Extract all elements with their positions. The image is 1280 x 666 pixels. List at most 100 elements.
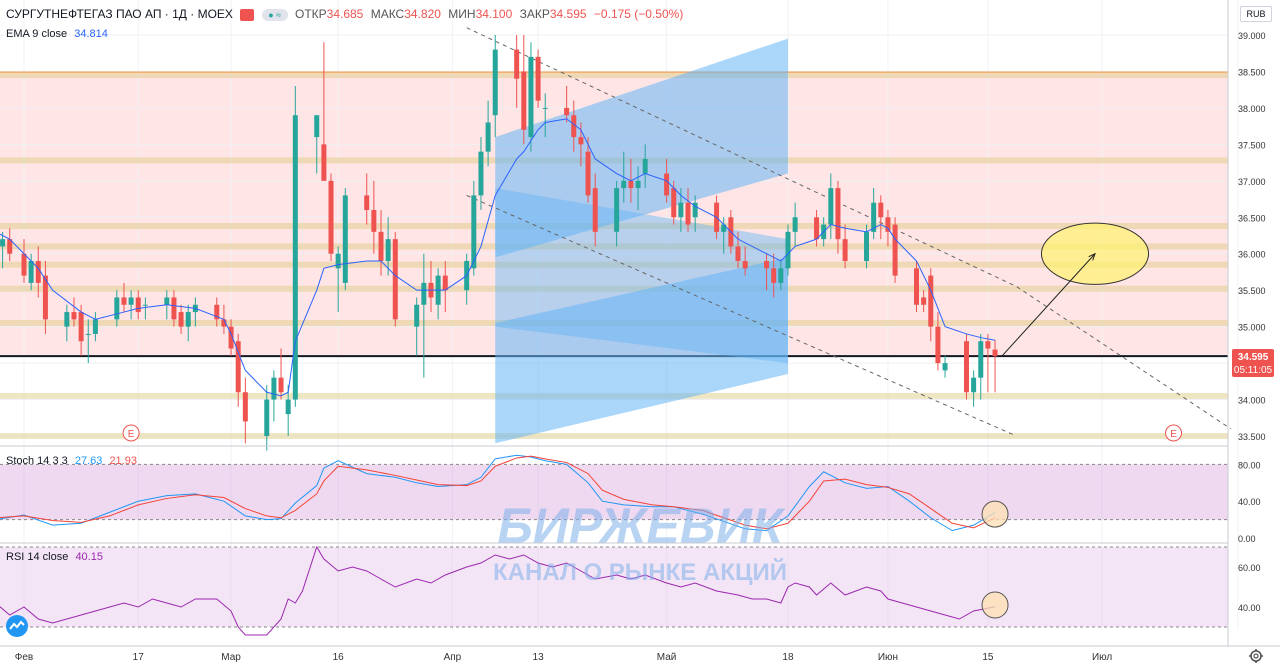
trend-line-upper xyxy=(466,27,1231,430)
candle-body xyxy=(521,71,527,130)
rsi-highlight-circle xyxy=(981,591,1009,619)
candle-body xyxy=(942,363,948,371)
candle xyxy=(814,209,820,247)
candle-body xyxy=(185,312,191,327)
price-tick-label: 38.500 xyxy=(1238,67,1266,77)
candle-body xyxy=(492,49,498,116)
candle xyxy=(121,282,127,313)
candle-body xyxy=(321,144,327,181)
rsi-band xyxy=(0,547,1228,627)
candle xyxy=(871,188,877,240)
gear-icon[interactable] xyxy=(1249,649,1263,663)
last-price-value: 34.595 xyxy=(1238,352,1269,363)
candle xyxy=(235,333,241,407)
rsi-legend-label: RSI 14 close xyxy=(6,551,69,563)
stoch-line-k xyxy=(0,454,996,532)
candle xyxy=(414,297,420,356)
support-resistance-level xyxy=(0,433,1228,439)
candle xyxy=(242,377,248,444)
candle xyxy=(978,333,984,400)
candle-body xyxy=(614,188,620,232)
high-label: МАКС xyxy=(370,7,405,21)
projection-arrow xyxy=(1001,253,1096,357)
candle xyxy=(963,333,969,400)
stoch-highlight-circle xyxy=(981,500,1009,528)
candle-body xyxy=(835,188,841,240)
candle xyxy=(764,253,770,291)
channel-shape-lower xyxy=(495,257,788,444)
stoch-tick-label: 80.00 xyxy=(1238,460,1261,470)
candle-body xyxy=(778,268,784,283)
price-tick-label: 38.000 xyxy=(1238,104,1266,114)
candle-body xyxy=(314,115,320,138)
candle-body xyxy=(292,115,298,400)
candle-body xyxy=(792,217,798,232)
candle-body xyxy=(878,202,884,218)
candle-body xyxy=(985,341,991,349)
tradingview-logo-icon[interactable] xyxy=(6,615,28,637)
candle-body xyxy=(0,239,6,247)
candle-body xyxy=(842,239,848,262)
currency-label[interactable]: RUB xyxy=(1240,6,1272,22)
candle-body xyxy=(764,261,770,269)
candle xyxy=(178,304,184,334)
candle xyxy=(442,261,448,313)
candle-body xyxy=(735,246,741,262)
candle xyxy=(185,304,191,342)
candle xyxy=(792,202,798,247)
candle-body xyxy=(71,312,77,320)
candle-body xyxy=(628,180,634,189)
candle-body xyxy=(528,56,534,138)
candle-body xyxy=(871,202,877,232)
candle-body xyxy=(578,137,584,145)
ema-legend[interactable]: EMA 9 close 34.814 xyxy=(6,28,112,40)
candle-body xyxy=(864,231,870,262)
candle xyxy=(692,195,698,232)
alert-badge-icon[interactable] xyxy=(240,8,255,21)
candle xyxy=(0,231,6,269)
stoch-axis[interactable]: 80.00 40.00 0.00 xyxy=(1238,460,1261,544)
candle xyxy=(228,319,234,356)
candle xyxy=(892,217,898,283)
stoch-legend[interactable]: Stoch 14 3 3 27.63 21.93 xyxy=(6,455,141,467)
high-value: 34.820 xyxy=(404,7,441,21)
candle xyxy=(592,173,598,247)
low-value: 34.100 xyxy=(475,7,513,21)
close-label: ЗАКР xyxy=(519,7,550,21)
candle-body xyxy=(635,180,641,189)
rsi-legend[interactable]: RSI 14 close 40.15 xyxy=(6,551,107,563)
candle xyxy=(921,290,927,313)
close-value: 34.595 xyxy=(549,7,587,21)
time-axis[interactable]: Фев 17 Мар 16 Апр 13 Май 18 Июн 15 Июл xyxy=(15,652,1113,663)
candle xyxy=(492,35,498,138)
price-axis[interactable]: 39.000 38.500 38.000 37.500 37.000 36.500 36.0… xyxy=(1238,31,1266,442)
last-price-badge: 34.595 05:11:05 xyxy=(1232,349,1274,377)
candle xyxy=(342,188,348,291)
candle xyxy=(971,370,977,407)
time-tick-label: Апр xyxy=(444,652,462,663)
time-tick-label: Июн xyxy=(878,652,898,663)
candle-body xyxy=(278,377,284,393)
candle xyxy=(521,35,527,145)
candle xyxy=(328,173,334,262)
candle xyxy=(378,209,384,276)
open-value: 34.685 xyxy=(326,7,364,21)
visibility-toggle-icon[interactable]: ● ≈ xyxy=(261,8,288,21)
candle-body xyxy=(721,224,727,232)
rsi-line xyxy=(0,545,996,636)
price-tick-label: 37.000 xyxy=(1238,177,1266,187)
channel-shape-upper xyxy=(495,38,788,258)
pane-separators xyxy=(0,0,1280,647)
candle xyxy=(992,339,998,393)
candle xyxy=(264,384,270,451)
candle-body xyxy=(178,312,184,327)
candle xyxy=(78,304,84,356)
candle xyxy=(271,370,277,422)
candle-body xyxy=(885,217,891,232)
candle xyxy=(564,86,570,123)
candle xyxy=(478,137,484,210)
symbol-title[interactable]: СУРГУТНЕФТЕГАЗ ПАО АП · 1Д · MOEX xyxy=(6,7,233,21)
rsi-axis[interactable]: 60.00 40.00 xyxy=(1238,563,1261,613)
